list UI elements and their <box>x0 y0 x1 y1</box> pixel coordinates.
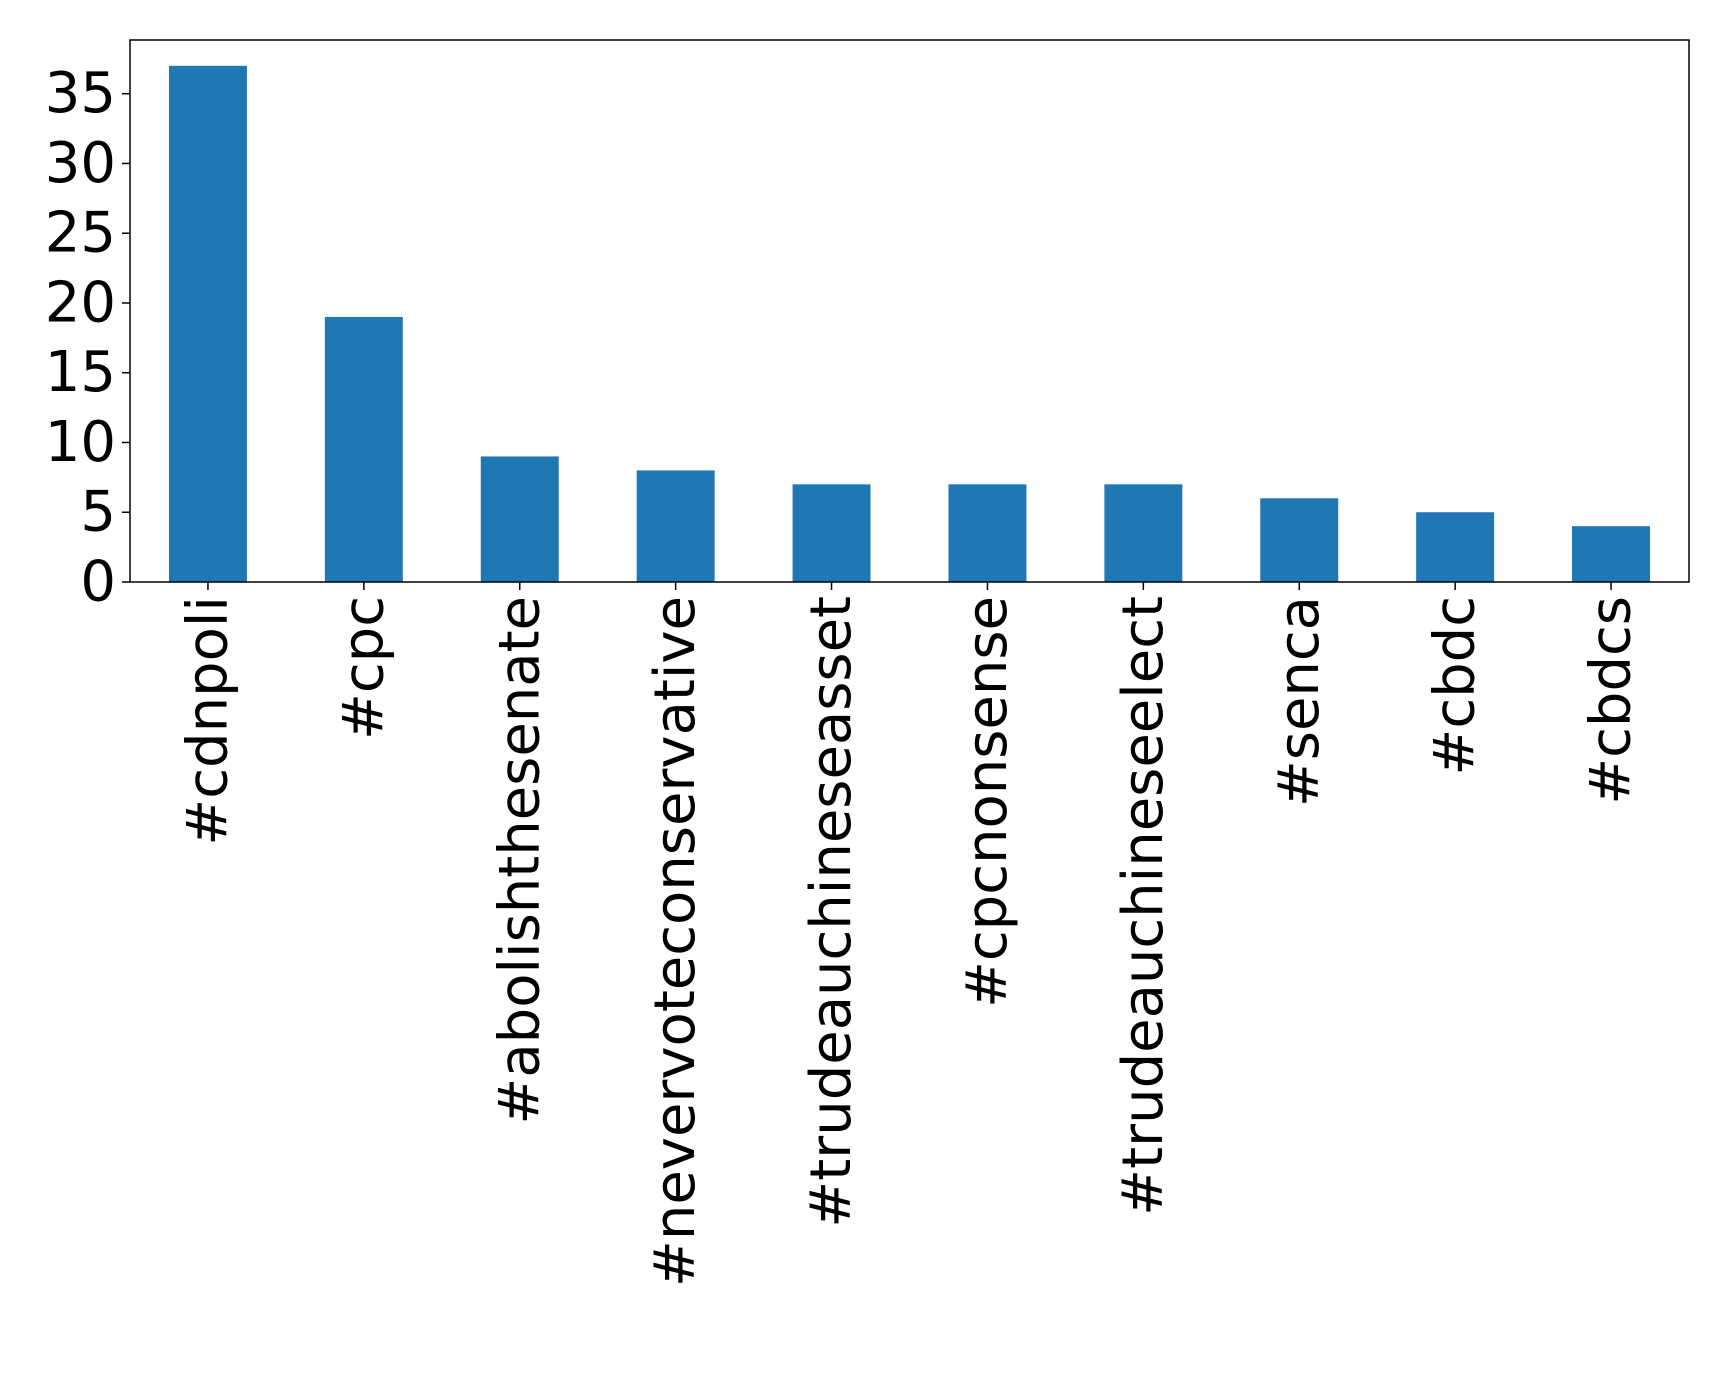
y-tick-label: 15 <box>45 340 116 405</box>
x-tick-label: #cdnpoli <box>175 596 240 846</box>
bar-cpcnonsense <box>948 484 1027 582</box>
y-tick-label: 20 <box>45 270 116 335</box>
bar-senca <box>1260 498 1339 582</box>
y-tick-label: 5 <box>80 480 116 545</box>
y-tick-label: 30 <box>45 131 116 196</box>
bar-trudeauchineseasset <box>792 484 871 582</box>
y-tick-label: 35 <box>45 61 116 126</box>
bar-cbdc <box>1416 512 1495 582</box>
x-axis: #cdnpoli #cpc #abolishthesenate #nevervotec… <box>175 582 1644 1287</box>
bar-trudeauchineseelect <box>1104 484 1183 582</box>
x-tick-label: #cbdc <box>1423 596 1488 776</box>
x-tick-label: #cpcnonsense <box>955 596 1020 1008</box>
x-tick-label: #cpc <box>331 596 396 740</box>
y-tick-label: 0 <box>80 550 116 615</box>
x-tick-label: #trudeauchineseasset <box>799 596 864 1228</box>
x-tick-label: #nevervoteconservative <box>643 596 708 1287</box>
bar-nevervoteconservative <box>636 470 715 582</box>
x-tick-label: #senca <box>1267 596 1332 807</box>
y-tick-label: 25 <box>45 201 116 266</box>
x-tick-label: #cbdcs <box>1579 596 1644 805</box>
x-tick-label: #abolishthesenate <box>487 596 552 1125</box>
bar-cpc <box>324 316 403 582</box>
bars-group <box>168 65 1651 583</box>
bar-abolishthesenate <box>480 456 559 582</box>
y-tick-label: 10 <box>45 410 116 475</box>
bar-cbdcs <box>1572 526 1651 582</box>
x-tick-label: #trudeauchineseelect <box>1111 596 1176 1216</box>
bar-cdnpoli <box>168 65 247 583</box>
plot-frame <box>129 39 1690 583</box>
